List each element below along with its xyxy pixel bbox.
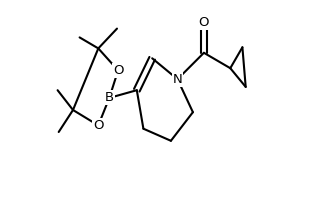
Text: O: O bbox=[199, 15, 209, 29]
Text: B: B bbox=[105, 91, 114, 104]
Text: N: N bbox=[173, 73, 182, 86]
Text: O: O bbox=[93, 119, 104, 132]
Text: O: O bbox=[113, 64, 123, 77]
